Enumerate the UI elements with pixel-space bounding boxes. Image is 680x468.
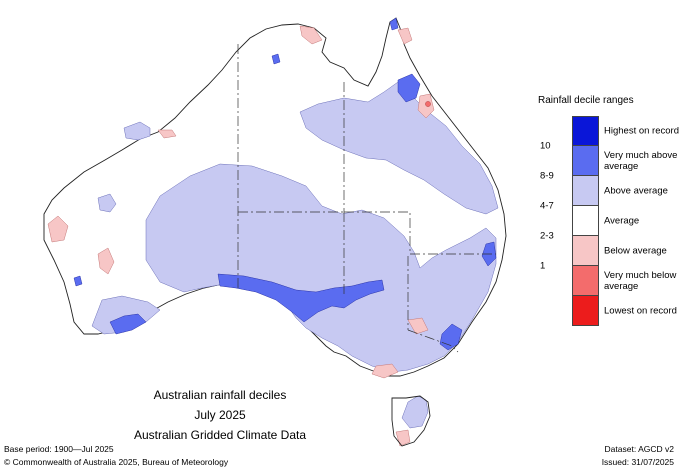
- legend-item-average: 4-7 Average: [540, 201, 670, 236]
- map-title: Australian rainfall deciles: [153, 388, 287, 402]
- copyright: © Commonwealth of Australia 2025, Bureau…: [4, 457, 229, 467]
- legend-item-very-much-below-average: 1 Very much below average: [540, 261, 676, 296]
- legend-swatch: [572, 116, 599, 146]
- legend-range: 8-9: [540, 170, 554, 182]
- legend-swatch: [572, 206, 599, 236]
- legend-range: 1: [540, 260, 546, 272]
- legend-label: Highest on record: [604, 125, 679, 137]
- state-borders: [237, 44, 496, 353]
- legend-swatch: [572, 296, 599, 326]
- map-dataset-name: Australian Gridded Climate Data: [133, 428, 307, 442]
- dataset-label: Dataset: AGCD v2: [604, 444, 674, 454]
- legend-item-lowest-on-record: Lowest on record: [540, 296, 677, 326]
- legend-swatch: [572, 146, 599, 176]
- below-average-regions: [47, 25, 435, 447]
- very-much-below-average-spot: [425, 101, 431, 107]
- legend-label: Above average: [604, 185, 668, 197]
- legend-range: 2-3: [540, 230, 554, 242]
- legend-item-above-average: 8-9 Above average: [540, 171, 670, 206]
- legend-label: Very much above average: [604, 150, 678, 172]
- legend-range: 10: [540, 140, 551, 152]
- legend-swatch: [572, 176, 599, 206]
- legend-swatch: [572, 236, 599, 266]
- legend-swatch: [572, 266, 599, 296]
- issued-date: Issued: 31/07/2025: [601, 457, 674, 467]
- legend-title: Rainfall decile ranges: [538, 95, 634, 106]
- legend-item-very-much-above-average: 10 Very much above average: [540, 141, 677, 176]
- base-period: Base period: 1900—Jul 2025: [4, 444, 114, 454]
- legend-item-highest-on-record: Highest on record: [540, 116, 679, 146]
- map-period: July 2025: [194, 408, 246, 422]
- legend-label: Very much below average: [604, 270, 677, 292]
- tasmania-outline: [391, 395, 431, 447]
- legend-label: Lowest on record: [604, 305, 677, 317]
- legend-label: Below average: [604, 245, 667, 257]
- legend-item-below-average: 2-3 Below average: [540, 231, 670, 266]
- legend-range: 4-7: [540, 200, 554, 212]
- legend-label: Average: [604, 215, 640, 227]
